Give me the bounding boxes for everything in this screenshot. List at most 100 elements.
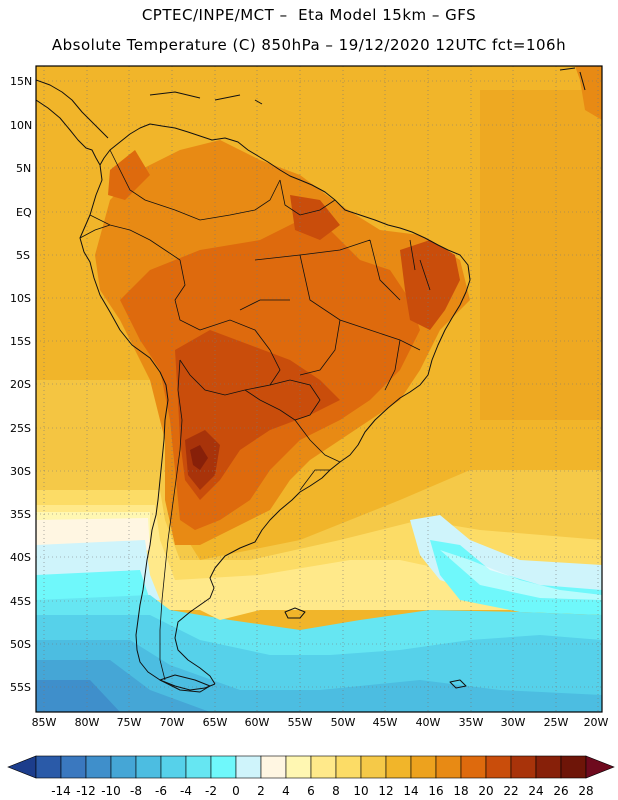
lon-label: 35W xyxy=(459,716,484,729)
colorbar-tick-label: 0 xyxy=(232,784,240,798)
lat-label: 25S xyxy=(10,422,31,435)
central-america-caribbean-coast xyxy=(36,79,109,139)
colorbar-box xyxy=(235,755,262,779)
lat-label: 30S xyxy=(10,465,31,478)
colorbar-box xyxy=(385,755,412,779)
lat-label: 10S xyxy=(10,292,31,305)
colorbar-arrow-high xyxy=(585,755,615,779)
colorbar-tick-label: 28 xyxy=(578,784,593,798)
lon-label: 40W xyxy=(416,716,441,729)
colorbar-arrow-low xyxy=(7,755,37,779)
border-chile-argentina xyxy=(159,359,183,681)
colorbar-tick-label: 16 xyxy=(428,784,443,798)
lat-label: 5N xyxy=(16,162,31,175)
colorbar-box xyxy=(410,755,437,779)
title-line-1: CPTEC/INPE/MCT – Eta Model 15km – GFS xyxy=(141,6,477,24)
colorbar-tick-label: 4 xyxy=(282,784,290,798)
lon-label: 45W xyxy=(373,716,398,729)
lon-label: 20W xyxy=(584,716,609,729)
lat-label: 50S xyxy=(10,638,31,651)
field-land-max xyxy=(190,445,208,470)
colorbar-tick-label: -12 xyxy=(76,784,96,798)
country-borders xyxy=(79,149,431,681)
lon-label: 50W xyxy=(331,716,356,729)
title-line-2: Absolute Temperature (C) 850hPa – 19/12/… xyxy=(51,36,567,54)
colorbar-tick-label: 20 xyxy=(478,784,493,798)
colorbar-box xyxy=(460,755,487,779)
lat-label: 15S xyxy=(10,335,31,348)
colorbar-tick-label: -8 xyxy=(130,784,142,798)
colorbar-box xyxy=(185,755,212,779)
temperature-field xyxy=(36,66,602,712)
colorbar: -14 -12 -10 -8 -6 -4 -2 0 2 4 6 8 10 12 14 16 18 20 22 24 26… xyxy=(7,755,615,798)
lon-label: 75W xyxy=(117,716,142,729)
colorbar-box xyxy=(35,755,62,779)
lat-label: 45S xyxy=(10,595,31,608)
lat-label: EQ xyxy=(16,206,32,219)
colorbar-box xyxy=(435,755,462,779)
lon-label: 70W xyxy=(160,716,185,729)
border-argentina-brazil xyxy=(294,419,341,463)
colorbar-box xyxy=(560,755,587,779)
lat-label: 55S xyxy=(10,681,31,694)
border-peru-brazil xyxy=(174,259,201,331)
border-uruguay xyxy=(299,469,330,491)
lon-label: 30W xyxy=(501,716,526,729)
border-paraguay xyxy=(244,379,321,421)
colorbar-box xyxy=(510,755,537,779)
field-amazon-26 xyxy=(290,195,340,240)
longitude-axis: 85W 80W 75W 70W 65W 60W 55W 50W 45W 40W … xyxy=(32,716,609,729)
lat-label: 20S xyxy=(10,378,31,391)
colorbar-tick-label: 14 xyxy=(403,784,418,798)
coastline xyxy=(36,67,586,693)
colorbar-tick-label: 10 xyxy=(353,784,368,798)
lon-label: 55W xyxy=(288,716,313,729)
colorbar-box xyxy=(85,755,112,779)
colorbar-box xyxy=(285,755,312,779)
border-colombia-venezuela xyxy=(109,149,176,211)
colorbar-tick-label: 22 xyxy=(503,784,518,798)
colorbar-tick-label: 6 xyxy=(307,784,315,798)
colorbar-box xyxy=(360,755,387,779)
field-atlantic-cool-8 xyxy=(440,550,602,600)
colorbar-box xyxy=(60,755,87,779)
field-band-neg6 xyxy=(36,680,120,712)
border-venezuela-brazil xyxy=(174,179,281,221)
falklands xyxy=(284,607,306,619)
border-guianas xyxy=(279,179,336,216)
lon-label: 60W xyxy=(245,716,270,729)
colorbar-box xyxy=(110,755,137,779)
border-colombia-peru xyxy=(89,214,181,261)
colorbar-box xyxy=(310,755,337,779)
south-america-coast xyxy=(79,123,471,691)
colorbar-box xyxy=(260,755,287,779)
central-america-coast xyxy=(36,99,101,166)
colorbar-box xyxy=(535,755,562,779)
south-georgia xyxy=(449,679,467,689)
latitude-axis: 15N 10N 5N EQ 5S 10S 15S 20S 25S 30S 35S… xyxy=(10,75,32,694)
colorbar-tick-label: 2 xyxy=(257,784,265,798)
colorbar-tick-label: 18 xyxy=(453,784,468,798)
colorbar-tick-label: -6 xyxy=(155,784,167,798)
colorbar-tick-label: 8 xyxy=(332,784,340,798)
colorbar-box xyxy=(210,755,237,779)
field-northeast-26 xyxy=(400,240,460,330)
caribbean-islands xyxy=(149,67,586,105)
lat-label: 10N xyxy=(10,119,32,132)
map-frame xyxy=(35,65,603,713)
colorbar-tick-label: -14 xyxy=(51,784,71,798)
lon-label: 25W xyxy=(544,716,569,729)
colorbar-box xyxy=(485,755,512,779)
tierra-del-fuego xyxy=(159,674,211,693)
field-band-neg2 xyxy=(36,640,602,712)
colorbar-tick-label: 26 xyxy=(553,784,568,798)
lat-label: 35S xyxy=(10,508,31,521)
colorbar-tick-label: 12 xyxy=(378,784,393,798)
lat-label: 15N xyxy=(10,75,32,88)
lon-label: 65W xyxy=(203,716,228,729)
lon-label: 85W xyxy=(32,716,57,729)
border-ecuador xyxy=(79,224,111,239)
colorbar-box xyxy=(135,755,162,779)
lat-label: 40S xyxy=(10,551,31,564)
